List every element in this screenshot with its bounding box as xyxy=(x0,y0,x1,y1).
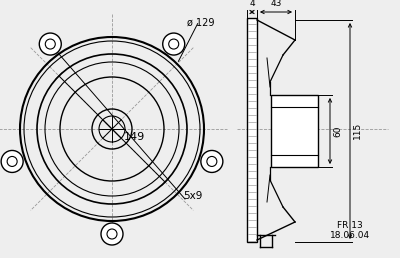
Text: 60: 60 xyxy=(333,125,342,137)
Circle shape xyxy=(201,150,223,172)
Text: 4: 4 xyxy=(249,0,255,8)
Text: 18.06.04: 18.06.04 xyxy=(330,230,370,239)
Text: 149: 149 xyxy=(124,132,145,142)
Text: 43: 43 xyxy=(270,0,282,8)
Circle shape xyxy=(169,39,179,49)
Text: FR 13: FR 13 xyxy=(337,221,363,230)
Bar xyxy=(247,18,257,242)
Circle shape xyxy=(45,39,55,49)
Text: ø 129: ø 129 xyxy=(187,18,214,28)
Circle shape xyxy=(39,33,61,55)
Circle shape xyxy=(107,229,117,239)
Circle shape xyxy=(163,33,185,55)
Text: 5x9: 5x9 xyxy=(183,191,202,201)
Circle shape xyxy=(101,223,123,245)
Circle shape xyxy=(1,150,23,172)
Bar xyxy=(271,95,318,167)
Circle shape xyxy=(7,156,17,166)
Text: 115: 115 xyxy=(353,121,362,139)
Circle shape xyxy=(207,156,217,166)
